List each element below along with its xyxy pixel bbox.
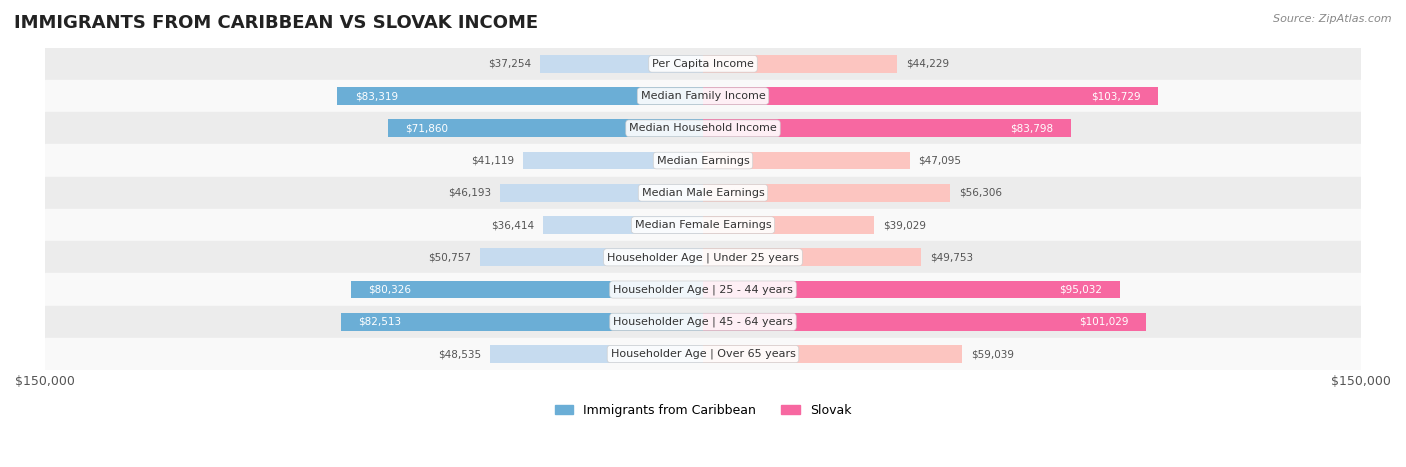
Text: $59,039: $59,039	[970, 349, 1014, 359]
Bar	[388, 120, 703, 137]
Text: $71,860: $71,860	[405, 123, 449, 133]
Bar	[481, 248, 703, 266]
Bar	[491, 345, 703, 363]
Text: Median Family Income: Median Family Income	[641, 91, 765, 101]
Bar	[45, 144, 1361, 177]
Bar	[342, 313, 703, 331]
Bar	[337, 87, 703, 105]
Text: $39,029: $39,029	[883, 220, 927, 230]
Text: Householder Age | 45 - 64 years: Householder Age | 45 - 64 years	[613, 317, 793, 327]
Text: Median Male Earnings: Median Male Earnings	[641, 188, 765, 198]
Text: IMMIGRANTS FROM CARIBBEAN VS SLOVAK INCOME: IMMIGRANTS FROM CARIBBEAN VS SLOVAK INCO…	[14, 14, 538, 32]
Bar	[45, 48, 1361, 80]
Text: $103,729: $103,729	[1091, 91, 1140, 101]
Bar	[45, 177, 1361, 209]
Bar	[703, 120, 1070, 137]
Text: $50,757: $50,757	[429, 252, 471, 262]
Bar	[543, 216, 703, 234]
Text: Source: ZipAtlas.com: Source: ZipAtlas.com	[1274, 14, 1392, 24]
Bar	[703, 345, 962, 363]
Bar	[523, 152, 703, 170]
Text: $44,229: $44,229	[905, 59, 949, 69]
Bar	[45, 209, 1361, 241]
Text: $37,254: $37,254	[488, 59, 531, 69]
Text: $56,306: $56,306	[959, 188, 1002, 198]
Bar	[45, 241, 1361, 274]
Bar	[45, 306, 1361, 338]
Bar	[703, 87, 1159, 105]
Bar	[703, 184, 950, 202]
Text: $41,119: $41,119	[471, 156, 513, 166]
Text: $82,513: $82,513	[359, 317, 402, 327]
Bar	[703, 55, 897, 73]
Text: Median Female Earnings: Median Female Earnings	[634, 220, 772, 230]
Bar	[703, 216, 875, 234]
Bar	[45, 112, 1361, 144]
Text: Householder Age | 25 - 44 years: Householder Age | 25 - 44 years	[613, 284, 793, 295]
Text: $47,095: $47,095	[918, 156, 962, 166]
Bar	[350, 281, 703, 298]
Text: Per Capita Income: Per Capita Income	[652, 59, 754, 69]
Bar	[703, 248, 921, 266]
Text: Householder Age | Under 25 years: Householder Age | Under 25 years	[607, 252, 799, 262]
Bar	[45, 274, 1361, 306]
Text: $48,535: $48,535	[439, 349, 481, 359]
Bar	[703, 313, 1146, 331]
Bar	[540, 55, 703, 73]
Bar	[703, 281, 1121, 298]
Bar	[45, 80, 1361, 112]
Bar	[501, 184, 703, 202]
Text: $83,319: $83,319	[356, 91, 398, 101]
Bar	[703, 152, 910, 170]
Text: Median Earnings: Median Earnings	[657, 156, 749, 166]
Text: $83,798: $83,798	[1010, 123, 1053, 133]
Legend: Immigrants from Caribbean, Slovak: Immigrants from Caribbean, Slovak	[550, 399, 856, 422]
Text: $95,032: $95,032	[1059, 284, 1102, 295]
Text: Householder Age | Over 65 years: Householder Age | Over 65 years	[610, 349, 796, 359]
Bar	[45, 338, 1361, 370]
Text: $36,414: $36,414	[491, 220, 534, 230]
Text: Median Household Income: Median Household Income	[628, 123, 778, 133]
Text: $46,193: $46,193	[449, 188, 492, 198]
Text: $80,326: $80,326	[368, 284, 411, 295]
Text: $101,029: $101,029	[1080, 317, 1129, 327]
Text: $49,753: $49,753	[929, 252, 973, 262]
